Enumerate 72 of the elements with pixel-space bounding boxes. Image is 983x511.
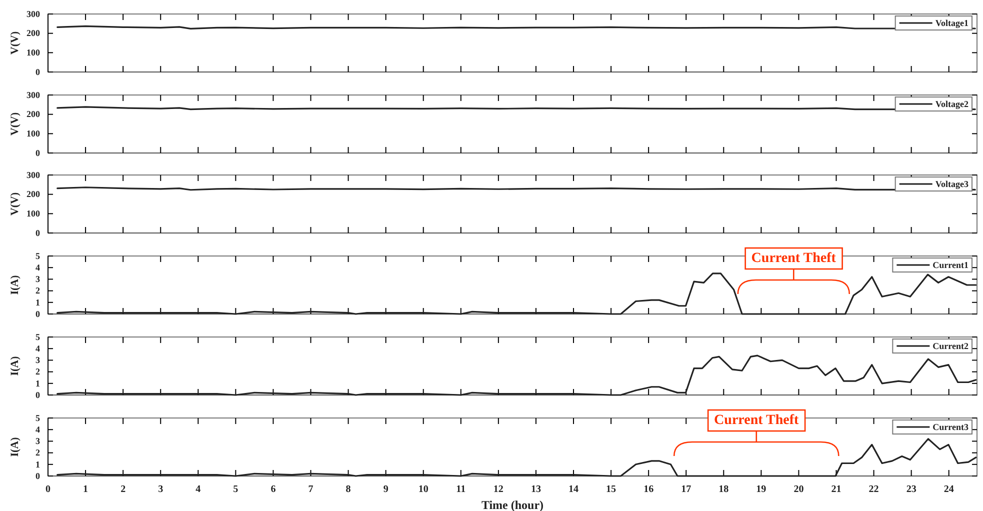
x-tick-label: 6 bbox=[270, 484, 276, 496]
y-tick-label: 1 bbox=[36, 459, 40, 470]
x-tick-label: 9 bbox=[383, 484, 388, 496]
x-tick-label: 15 bbox=[606, 484, 616, 496]
x-tick-label: 10 bbox=[418, 484, 428, 496]
y-tick-label: 0 bbox=[36, 228, 40, 238]
x-tick-label: 13 bbox=[530, 484, 541, 496]
x-tick-label: 0 bbox=[46, 484, 50, 496]
x-tick-label: 2 bbox=[120, 484, 126, 496]
y-tick-label: 4 bbox=[36, 262, 40, 272]
line-series bbox=[56, 438, 977, 477]
legend-label: Current1 bbox=[932, 260, 969, 270]
x-tick-label: 23 bbox=[906, 484, 916, 496]
y-tick-label: 0 bbox=[36, 148, 40, 158]
x-tick-label: 16 bbox=[644, 484, 654, 496]
x-tick-label: 24 bbox=[944, 484, 954, 496]
y-tick-label: 300 bbox=[26, 8, 40, 19]
line-series bbox=[56, 272, 977, 315]
x-tick-label: 11 bbox=[456, 484, 466, 496]
x-tick-label: 14 bbox=[568, 484, 578, 496]
y-tick-label: 2 bbox=[36, 366, 40, 377]
y-axis-title: I(A) bbox=[9, 274, 21, 295]
x-tick-label: 20 bbox=[794, 484, 804, 496]
legend-label: Current2 bbox=[932, 341, 969, 351]
x-tick-label: 3 bbox=[158, 484, 164, 496]
y-tick-label: 0 bbox=[36, 470, 40, 481]
y-axis-title: I(A) bbox=[9, 436, 21, 457]
y-tick-label: 3 bbox=[36, 274, 40, 284]
y-axis-title: V(V) bbox=[9, 31, 21, 55]
legend-label: Voltage3 bbox=[935, 179, 969, 189]
x-tick-label: 4 bbox=[196, 484, 201, 496]
y-tick-label: 0 bbox=[36, 308, 40, 319]
y-tick-label: 0 bbox=[36, 390, 40, 400]
x-tick-label: 7 bbox=[308, 484, 314, 496]
x-tick-label: 12 bbox=[493, 484, 504, 496]
legend-label: Current3 bbox=[932, 422, 969, 432]
y-tick-label: 5 bbox=[36, 412, 40, 423]
legend-label: Voltage2 bbox=[935, 99, 969, 109]
line-series bbox=[56, 354, 977, 396]
y-tick-label: 200 bbox=[26, 189, 40, 200]
y-tick-label: 100 bbox=[26, 128, 40, 139]
y-tick-label: 100 bbox=[26, 208, 40, 219]
y-axis-title: V(V) bbox=[9, 112, 21, 136]
legend-label: Voltage1 bbox=[935, 18, 969, 28]
y-tick-label: 3 bbox=[36, 436, 40, 446]
x-tick-label: 18 bbox=[718, 484, 729, 496]
y-tick-label: 100 bbox=[26, 48, 40, 58]
y-tick-label: 300 bbox=[26, 90, 40, 100]
y-tick-label: 300 bbox=[26, 170, 40, 180]
x-tick-label: 22 bbox=[868, 484, 879, 496]
x-tick-label: 21 bbox=[831, 484, 842, 496]
x-tick-label: 19 bbox=[756, 484, 766, 496]
x-tick-label: 5 bbox=[233, 484, 238, 496]
x-tick-label: 17 bbox=[681, 484, 692, 496]
y-axis-title: I(A) bbox=[9, 356, 21, 376]
x-tick-label: 8 bbox=[346, 484, 351, 496]
y-tick-label: 2 bbox=[36, 286, 40, 296]
y-tick-label: 1 bbox=[36, 297, 40, 308]
y-tick-label: 5 bbox=[36, 250, 40, 261]
y-tick-label: 4 bbox=[36, 424, 40, 434]
y-tick-label: 200 bbox=[26, 109, 40, 120]
y-axis-title: V(V) bbox=[9, 192, 21, 216]
y-tick-label: 1 bbox=[36, 378, 40, 388]
y-tick-label: 5 bbox=[36, 332, 40, 342]
annotation: Current Theft bbox=[714, 413, 800, 428]
annotation: Current Theft bbox=[751, 251, 836, 266]
y-tick-label: 0 bbox=[36, 66, 40, 77]
y-tick-label: 3 bbox=[36, 355, 40, 366]
x-tick-label: 1 bbox=[83, 484, 88, 496]
y-tick-label: 200 bbox=[26, 28, 40, 38]
y-tick-label: 2 bbox=[36, 448, 40, 458]
y-tick-label: 4 bbox=[36, 343, 40, 354]
